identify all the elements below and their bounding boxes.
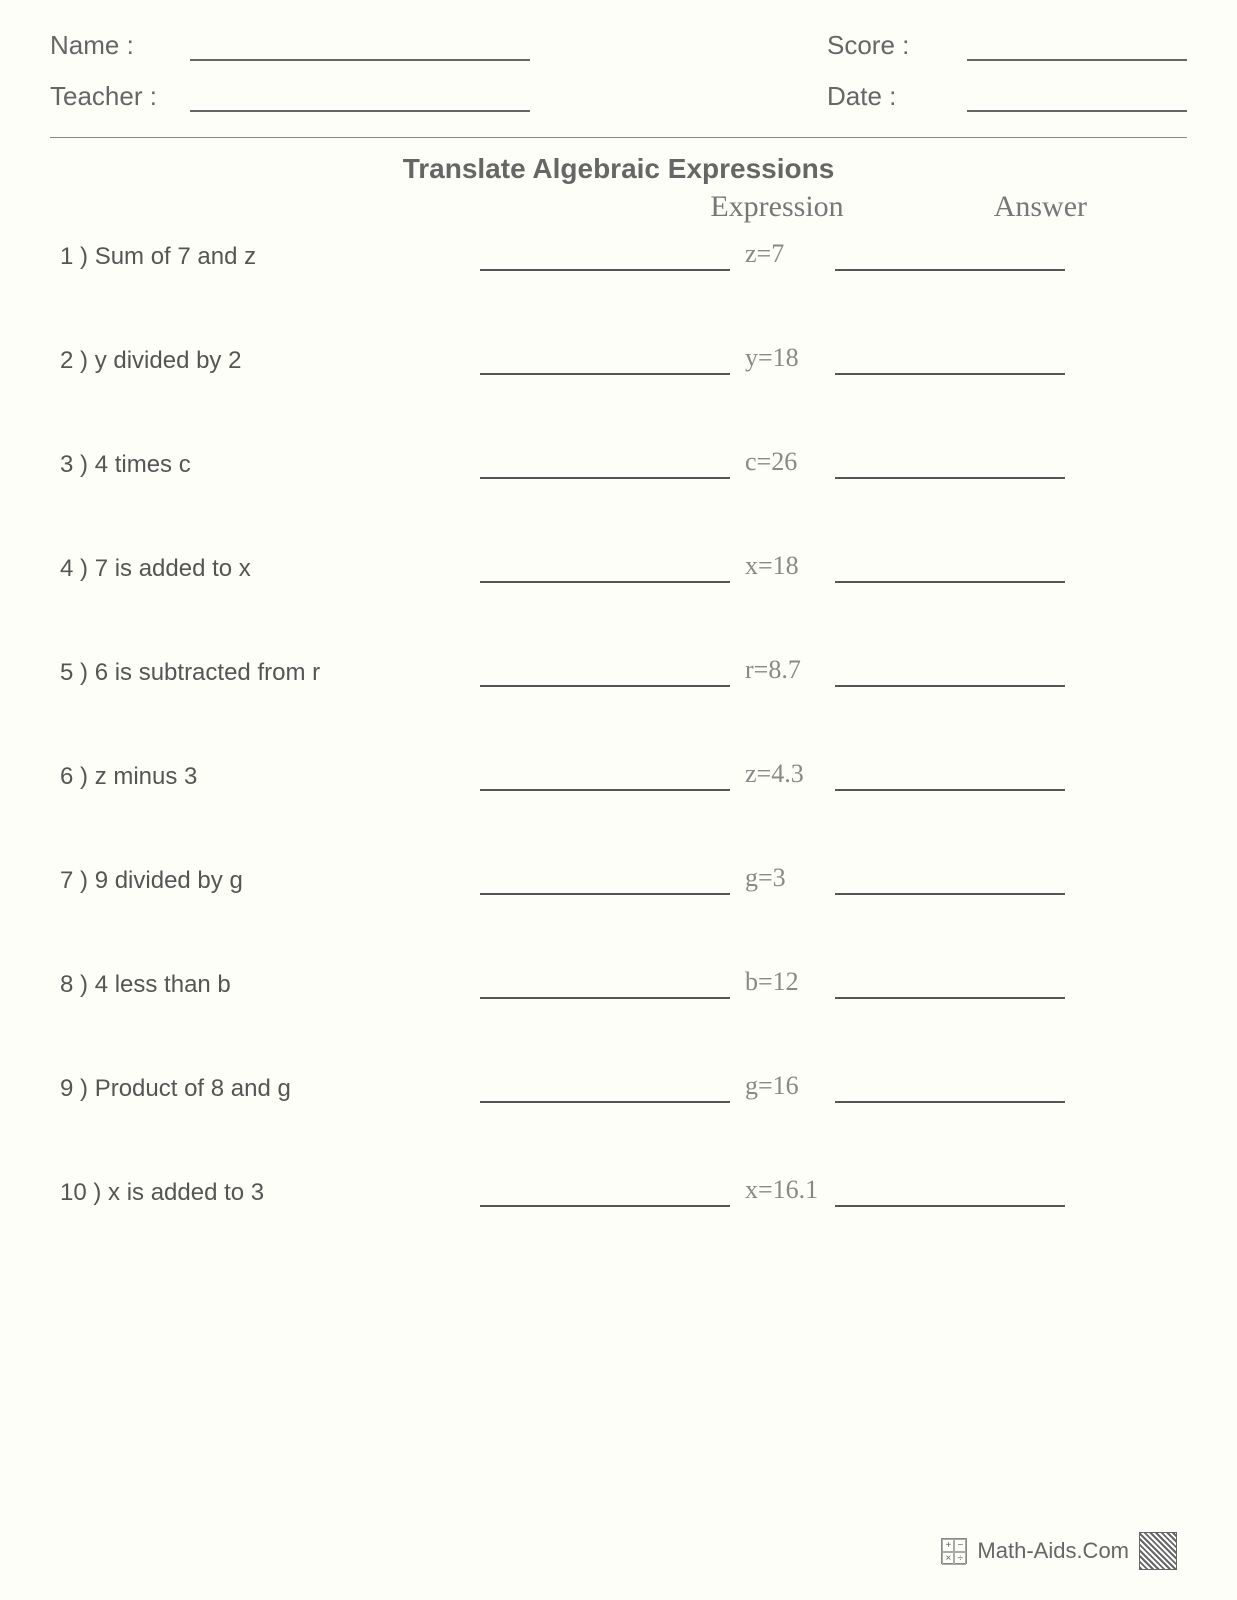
header-right-column: Score : Date :	[827, 30, 1187, 112]
problem-text: 3 ) 4 times c	[50, 451, 480, 479]
score-label: Score :	[827, 30, 947, 61]
column-headers: Expression Answer	[50, 190, 1187, 224]
problem-text: 2 ) y divided by 2	[50, 347, 480, 375]
header-divider	[50, 137, 1187, 138]
header-left-column: Name : Teacher :	[50, 30, 530, 112]
given-value: g=3	[745, 863, 835, 895]
problem-text: 4 ) 7 is added to x	[50, 555, 480, 583]
answer-column-header: Answer	[994, 190, 1087, 224]
expression-blank[interactable]	[480, 449, 730, 479]
score-field: Score :	[827, 30, 1187, 61]
problem-text: 7 ) 9 divided by g	[50, 867, 480, 895]
worksheet-title: Translate Algebraic Expressions	[50, 153, 1187, 185]
teacher-field: Teacher :	[50, 81, 530, 112]
problems-list: 1 ) Sum of 7 and z z=7 2 ) y divided by …	[50, 239, 1187, 1207]
expression-blank[interactable]	[480, 345, 730, 375]
problem-text: 6 ) z minus 3	[50, 763, 480, 791]
problem-row: 2 ) y divided by 2 y=18	[50, 343, 1187, 375]
worksheet-footer: +−×÷ Math-Aids.Com	[941, 1532, 1177, 1570]
problem-text: 10 ) x is added to 3	[50, 1179, 480, 1207]
name-field: Name :	[50, 30, 530, 61]
calculator-icon: +−×÷	[941, 1538, 967, 1564]
problem-row: 7 ) 9 divided by g g=3	[50, 863, 1187, 895]
footer-site-text: Math-Aids.Com	[977, 1538, 1129, 1564]
given-value: y=18	[745, 343, 835, 375]
teacher-blank-line[interactable]	[190, 84, 530, 112]
answer-blank[interactable]	[835, 1177, 1065, 1207]
problem-row: 5 ) 6 is subtracted from r r=8.7	[50, 655, 1187, 687]
qr-code-icon	[1139, 1532, 1177, 1570]
problem-row: 6 ) z minus 3 z=4.3	[50, 759, 1187, 791]
given-value: b=12	[745, 967, 835, 999]
answer-blank[interactable]	[835, 553, 1065, 583]
score-blank-line[interactable]	[967, 33, 1187, 61]
expression-column-header: Expression	[710, 190, 843, 224]
given-value: z=7	[745, 239, 835, 271]
problem-row: 4 ) 7 is added to x x=18	[50, 551, 1187, 583]
date-label: Date :	[827, 81, 947, 112]
problem-text: 5 ) 6 is subtracted from r	[50, 659, 480, 687]
problem-text: 8 ) 4 less than b	[50, 971, 480, 999]
answer-blank[interactable]	[835, 761, 1065, 791]
expression-blank[interactable]	[480, 241, 730, 271]
answer-blank[interactable]	[835, 449, 1065, 479]
expression-blank[interactable]	[480, 865, 730, 895]
teacher-label: Teacher :	[50, 81, 170, 112]
expression-blank[interactable]	[480, 761, 730, 791]
given-value: z=4.3	[745, 759, 835, 791]
expression-blank[interactable]	[480, 1073, 730, 1103]
expression-blank[interactable]	[480, 1177, 730, 1207]
expression-blank[interactable]	[480, 553, 730, 583]
answer-blank[interactable]	[835, 865, 1065, 895]
answer-blank[interactable]	[835, 657, 1065, 687]
given-value: x=18	[745, 551, 835, 583]
given-value: g=16	[745, 1071, 835, 1103]
expression-blank[interactable]	[480, 657, 730, 687]
problem-row: 3 ) 4 times c c=26	[50, 447, 1187, 479]
given-value: c=26	[745, 447, 835, 479]
answer-blank[interactable]	[835, 1073, 1065, 1103]
date-field: Date :	[827, 81, 1187, 112]
name-label: Name :	[50, 30, 170, 61]
problem-text: 1 ) Sum of 7 and z	[50, 243, 480, 271]
date-blank-line[interactable]	[967, 84, 1187, 112]
answer-blank[interactable]	[835, 969, 1065, 999]
given-value: r=8.7	[745, 655, 835, 687]
given-value: x=16.1	[745, 1175, 835, 1207]
problem-row: 8 ) 4 less than b b=12	[50, 967, 1187, 999]
problem-row: 1 ) Sum of 7 and z z=7	[50, 239, 1187, 271]
name-blank-line[interactable]	[190, 33, 530, 61]
problem-text: 9 ) Product of 8 and g	[50, 1075, 480, 1103]
answer-blank[interactable]	[835, 345, 1065, 375]
answer-blank[interactable]	[835, 241, 1065, 271]
expression-blank[interactable]	[480, 969, 730, 999]
problem-row: 9 ) Product of 8 and g g=16	[50, 1071, 1187, 1103]
worksheet-header: Name : Teacher : Score : Date :	[50, 30, 1187, 112]
problem-row: 10 ) x is added to 3 x=16.1	[50, 1175, 1187, 1207]
